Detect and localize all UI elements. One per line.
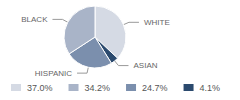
svg-text:WHITE: WHITE [144,18,170,27]
svg-text:24.7%: 24.7% [142,83,168,93]
svg-text:37.0%: 37.0% [27,83,53,93]
svg-text:ASIAN: ASIAN [133,61,157,70]
svg-text:34.2%: 34.2% [85,83,111,93]
svg-text:HISPANIC: HISPANIC [35,69,72,78]
svg-text:BLACK: BLACK [21,15,48,24]
svg-text:4.1%: 4.1% [200,83,221,93]
